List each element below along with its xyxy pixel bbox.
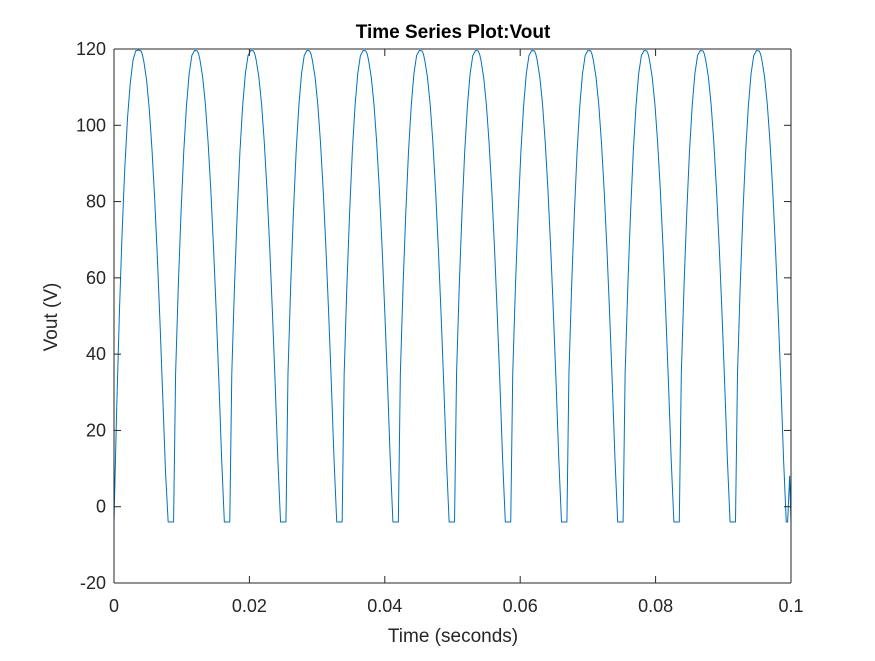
chart-title: Time Series Plot:Vout	[356, 22, 551, 43]
x-tick-label: 0.1	[778, 596, 803, 616]
y-axis-label: Vout (V)	[41, 283, 62, 352]
y-tick-label: 120	[76, 39, 106, 59]
y-tick-label: 100	[76, 115, 106, 135]
y-tick-label: 20	[86, 420, 106, 440]
y-tick-label: 40	[86, 344, 106, 364]
series-line-vout	[113, 49, 792, 523]
x-tick-label: 0.04	[367, 596, 402, 616]
y-tick-label: -20	[80, 573, 106, 593]
plot-area	[114, 49, 791, 583]
x-tick-label: 0.08	[638, 596, 673, 616]
x-tick-label: 0.06	[503, 596, 538, 616]
y-tick-label: 60	[86, 268, 106, 288]
x-axis-label: Time (seconds)	[388, 626, 518, 647]
y-tick-label: 80	[86, 192, 106, 212]
x-tick-label: 0.02	[232, 596, 267, 616]
x-tick-label: 0	[109, 596, 119, 616]
y-tick-label: 0	[96, 497, 106, 517]
axes-box	[113, 48, 792, 584]
y-axis-ticks: -20 0 20 40 60 80 100 120	[76, 39, 791, 593]
x-axis-ticks: 0 0.02 0.04 0.06 0.08 0.1	[109, 49, 804, 616]
